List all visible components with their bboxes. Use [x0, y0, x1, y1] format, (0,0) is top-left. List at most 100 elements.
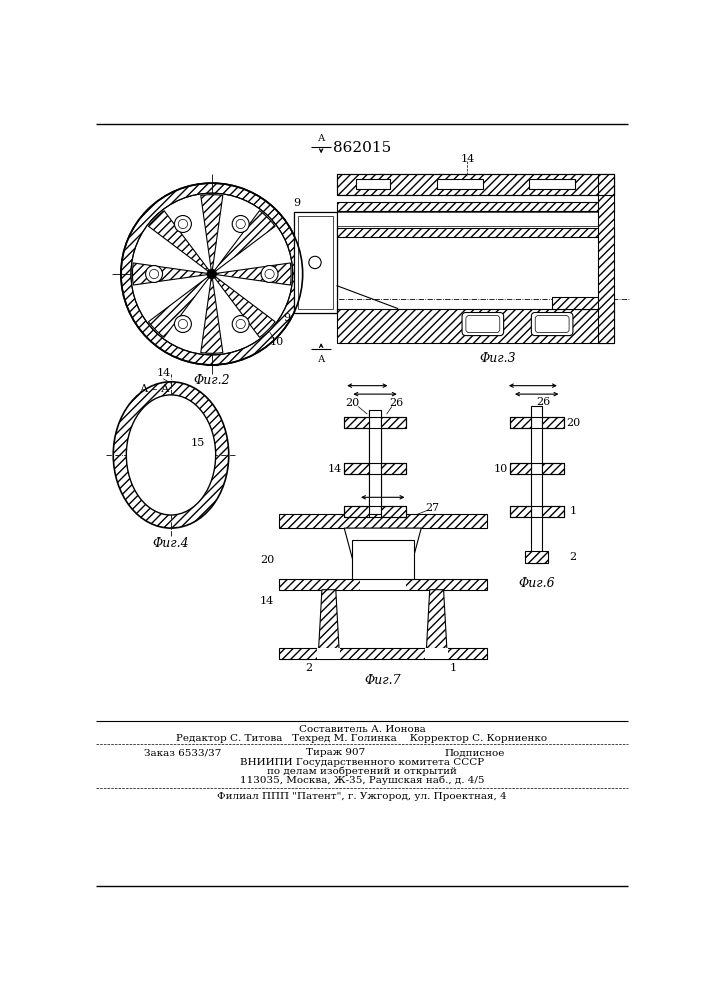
Bar [344, 506, 406, 517]
Text: Φиг.3: Φиг.3 [480, 352, 517, 365]
Bar [529, 179, 575, 189]
Text: ВНИИПИ Государственного комитета СССР: ВНИИПИ Государственного комитета СССР [240, 758, 484, 767]
Text: Составитель А. Ионова: Составитель А. Ионова [298, 725, 426, 734]
Text: А: А [317, 134, 325, 143]
Text: 15: 15 [190, 438, 204, 448]
Text: Φиг.5: Φиг.5 [357, 577, 393, 590]
Circle shape [261, 266, 278, 282]
Ellipse shape [113, 382, 229, 528]
Bar [552, 297, 614, 309]
Text: 14: 14 [328, 464, 342, 474]
Bar [337, 212, 614, 226]
Bar [337, 174, 614, 195]
Text: Φиг.6: Φиг.6 [518, 577, 555, 590]
Bar [279, 514, 486, 528]
Text: 27: 27 [426, 503, 440, 513]
Text: 113035, Москва, Ж-35, Раушская наб., д. 4/5: 113035, Москва, Ж-35, Раушская наб., д. … [240, 776, 484, 785]
Text: 20: 20 [260, 555, 274, 565]
Bar [294, 212, 337, 312]
Text: 26: 26 [536, 397, 550, 407]
Bar [510, 417, 532, 428]
Text: 10: 10 [270, 337, 284, 347]
Text: 14: 14 [156, 368, 170, 378]
Circle shape [131, 193, 293, 355]
Text: 1: 1 [385, 523, 392, 533]
Text: 1: 1 [450, 663, 457, 673]
Bar [337, 228, 614, 237]
Text: 862015: 862015 [333, 141, 391, 155]
Text: Φиг.7: Φиг.7 [364, 674, 401, 687]
Text: А: А [317, 355, 325, 364]
Text: 10: 10 [493, 464, 508, 474]
Circle shape [146, 266, 163, 282]
Polygon shape [148, 211, 275, 337]
Bar [532, 406, 542, 563]
Ellipse shape [127, 395, 216, 515]
Bar [352, 540, 414, 579]
Polygon shape [201, 195, 223, 353]
Bar [279, 648, 486, 659]
Polygon shape [426, 590, 448, 659]
Circle shape [232, 216, 249, 232]
Polygon shape [344, 528, 421, 586]
Circle shape [232, 316, 249, 332]
Text: по делам изобретений и открытий: по делам изобретений и открытий [267, 767, 457, 776]
Text: 26: 26 [390, 398, 404, 408]
Text: 2: 2 [569, 552, 576, 562]
Bar [356, 179, 390, 189]
Bar [279, 579, 486, 590]
Bar [381, 506, 406, 517]
Bar [337, 309, 614, 343]
Text: 20: 20 [566, 418, 580, 428]
Bar [337, 202, 614, 211]
Bar [381, 417, 406, 428]
Bar [369, 410, 381, 563]
Text: Заказ 6533/37: Заказ 6533/37 [144, 748, 221, 757]
Bar [510, 506, 563, 517]
Bar [542, 506, 563, 517]
Text: Φиг.2: Φиг.2 [194, 374, 230, 387]
FancyBboxPatch shape [462, 312, 503, 336]
Circle shape [175, 316, 192, 332]
Polygon shape [148, 211, 275, 337]
Bar [437, 179, 483, 189]
Bar [510, 417, 563, 428]
Text: 9: 9 [283, 313, 290, 323]
Bar [598, 174, 614, 343]
Bar [425, 648, 448, 659]
Text: 20: 20 [345, 398, 359, 408]
Bar [344, 463, 369, 474]
Bar [363, 551, 387, 563]
Bar [294, 212, 337, 312]
Bar [381, 463, 406, 474]
Text: Редактор С. Титова   Техред М. Голинка    Корректор С. Корниенко: Редактор С. Титова Техред М. Голинка Кор… [176, 734, 547, 743]
Polygon shape [132, 263, 291, 285]
Circle shape [121, 183, 303, 365]
Bar [294, 212, 337, 312]
Text: 1: 1 [569, 506, 576, 516]
Text: А – А: А – А [140, 384, 170, 394]
Text: 14: 14 [260, 596, 274, 606]
Bar [360, 579, 406, 590]
Bar [344, 463, 406, 474]
Text: Филиал ППП "Патент", г. Ужгород, ул. Проектная, 4: Филиал ППП "Патент", г. Ужгород, ул. Про… [217, 792, 507, 801]
Bar [344, 417, 406, 428]
Circle shape [175, 216, 192, 232]
FancyBboxPatch shape [532, 312, 573, 336]
Text: Φиг.4: Φиг.4 [153, 537, 189, 550]
Bar [525, 551, 549, 563]
Polygon shape [318, 590, 339, 659]
Bar [344, 506, 369, 517]
Circle shape [207, 269, 216, 279]
Bar [337, 174, 614, 195]
Bar [344, 417, 369, 428]
Bar [542, 417, 563, 428]
Text: 14: 14 [460, 153, 474, 163]
Bar [510, 463, 532, 474]
Bar [542, 463, 563, 474]
Bar [510, 506, 532, 517]
Bar [317, 648, 340, 659]
Bar [510, 463, 563, 474]
Text: 9: 9 [293, 198, 300, 208]
Text: Подписное: Подписное [444, 748, 505, 757]
